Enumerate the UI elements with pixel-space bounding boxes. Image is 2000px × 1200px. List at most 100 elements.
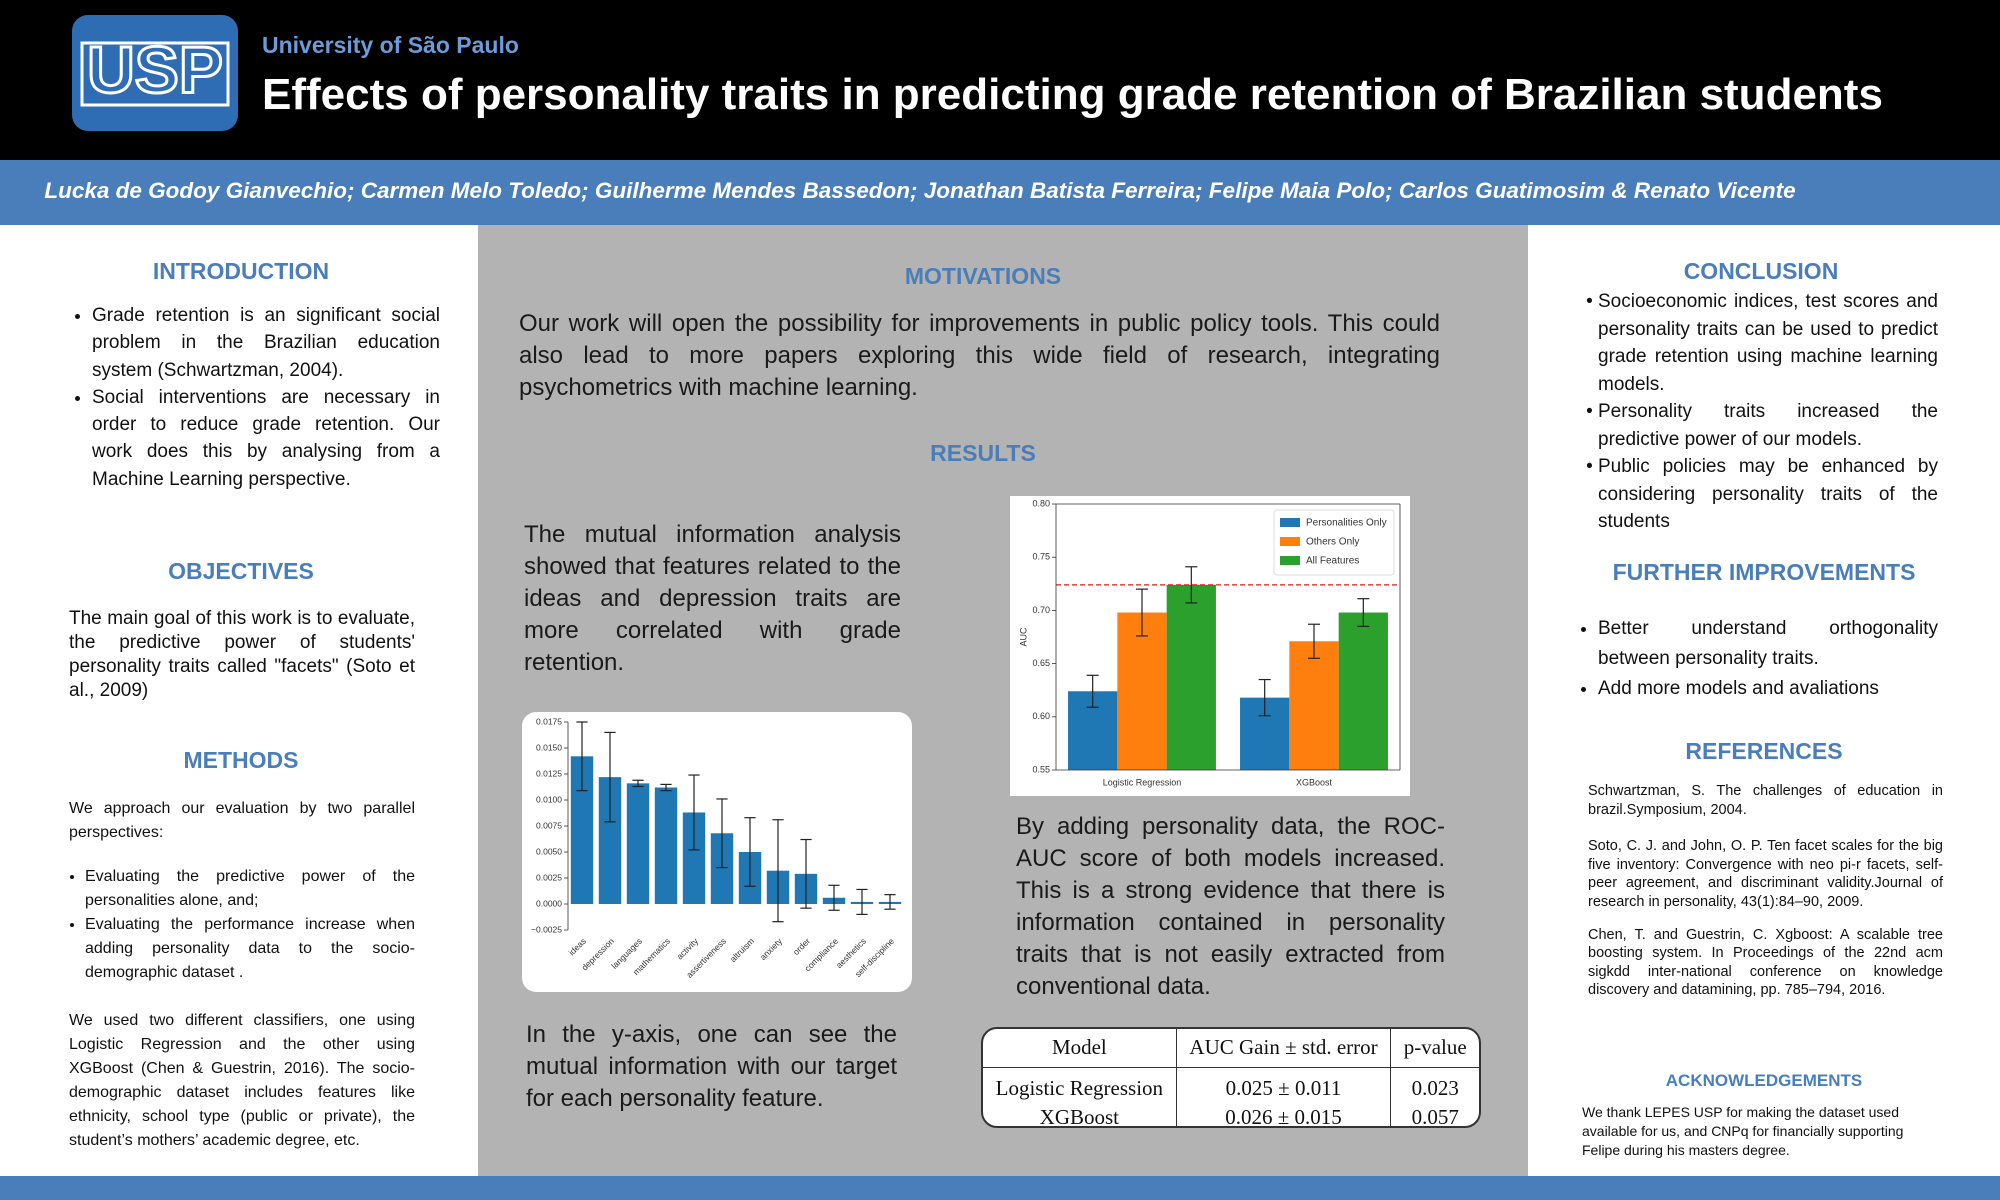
- section-heading: OBJECTIVES: [168, 558, 314, 584]
- y-tick-label: 0.65: [1032, 658, 1050, 668]
- bar: [1289, 641, 1339, 770]
- y-tick-label: 0.0175: [536, 716, 562, 726]
- bar: [654, 787, 678, 904]
- x-tick-label: Logistic Regression: [1103, 777, 1182, 787]
- table-row: XGBoost 0.026 ± 0.015 0.057: [983, 1102, 1479, 1128]
- section-heading: ACKNOWLEDGEMENTS: [1665, 1071, 1863, 1090]
- bar: [598, 777, 622, 904]
- y-tick-label: 0.70: [1032, 605, 1050, 615]
- y-tick-label: −0.0025: [531, 924, 562, 934]
- reference: Chen, T. and Guestrin, C. Xgboost: A sca…: [1588, 926, 1943, 999]
- section-heading: MOTIVATIONS: [904, 263, 1062, 289]
- x-tick-label: ideas: [567, 936, 588, 957]
- table-cell: 0.023: [1411, 1075, 1459, 1100]
- improvements-list: Better understand orthogonality between …: [1580, 614, 1938, 704]
- legend-swatch: [1280, 537, 1300, 546]
- methods-text: We used two different classifiers, one u…: [69, 1012, 415, 1149]
- bar: [1166, 584, 1216, 770]
- y-tick-label: 0.75: [1032, 552, 1050, 562]
- section-heading: CONCLUSION: [1683, 258, 1839, 284]
- bar: [1338, 612, 1388, 770]
- x-tick-label: altruism: [728, 936, 756, 964]
- x-tick-label: XGBoost: [1296, 777, 1333, 787]
- methods-intro: We approach our evaluation by two parall…: [69, 800, 415, 841]
- table-header: Model AUC Gain ± std. error p-value: [983, 1029, 1479, 1067]
- footer-band: [0, 1176, 2000, 1200]
- methods-list: Evaluating the predictive power of the p…: [69, 865, 415, 985]
- y-tick-label: 0.0150: [536, 742, 562, 752]
- legend-swatch: [1280, 518, 1300, 527]
- bar: [626, 783, 650, 904]
- motivations-text: Our work will open the possibility for i…: [519, 310, 1440, 401]
- table-cell: 0.025 ± 0.011: [1176, 1067, 1392, 1103]
- logo-text: USP: [87, 32, 223, 106]
- title: Effects of personality traits in predict…: [262, 70, 1883, 119]
- y-tick-label: 0.80: [1032, 498, 1050, 508]
- intro-list: Grade retention is an significant social…: [72, 302, 440, 493]
- table-cell: 0.026 ± 0.015: [1176, 1102, 1392, 1126]
- bullet: Personality traits increased the predict…: [1598, 398, 1938, 453]
- bar: [710, 833, 734, 904]
- legend-swatch: [1280, 556, 1300, 565]
- y-axis-label: AUC: [1018, 627, 1028, 647]
- section-heading: FURTHER IMPROVEMENTS: [1612, 559, 1916, 585]
- bar: [1117, 612, 1167, 770]
- acknowledgements-text: We thank LEPES USP for making the datase…: [1582, 1104, 1904, 1158]
- objectives-text: The main goal of this work is to evaluat…: [69, 608, 415, 701]
- results-text: By adding personality data, the ROC-AUC …: [1016, 813, 1445, 1000]
- reference: Schwartzman, S. The challenges of educat…: [1588, 783, 1943, 818]
- header-band: [0, 0, 2000, 160]
- logo-frame: [80, 41, 230, 107]
- section-heading: RESULTS: [930, 440, 1036, 466]
- bar: [682, 812, 706, 904]
- table: Model AUC Gain ± std. error p-value Logi…: [983, 1029, 1479, 1128]
- y-tick-label: 0.60: [1032, 711, 1050, 721]
- y-tick-label: 0.0125: [536, 768, 562, 778]
- y-tick-label: 0.0075: [536, 820, 562, 830]
- reference: Soto, C. J. and John, O. P. Ten facet sc…: [1588, 838, 1943, 910]
- bullet: Evaluating the predictive power of the p…: [85, 865, 415, 913]
- author-band: [0, 160, 2000, 225]
- y-tick-label: 0.0000: [536, 898, 562, 908]
- bullet: Better understand orthogonality between …: [1598, 614, 1938, 674]
- legend-label: All Features: [1306, 556, 1359, 567]
- section-heading: INTRODUCTION: [152, 258, 330, 284]
- bullet: Evaluating the performance increase when…: [85, 913, 415, 985]
- table-cell: Model: [983, 1029, 1177, 1067]
- section-heading: REFERENCES: [1685, 738, 1843, 764]
- auc-chart: 0.55 0.60 0.65 0.70 0.75 0.80 Logistic Regress…: [1018, 498, 1401, 787]
- y-tick-label: 0.0100: [536, 794, 562, 804]
- bullet: Public policies may be enhanced by consi…: [1598, 453, 1938, 536]
- y-tick-label: 0.0050: [536, 846, 562, 856]
- table-cell: p-value: [1403, 1035, 1467, 1060]
- section-heading: METHODS: [183, 747, 299, 773]
- results-table: Model AUC Gain ± std. error p-value Logi…: [981, 1027, 1481, 1128]
- conclusion-list: Socioeconomic indices, test scores and p…: [1580, 288, 1938, 536]
- references-list: Schwartzman, S. The challenges of educat…: [1588, 782, 1943, 1000]
- x-tick-label: order: [791, 936, 812, 957]
- x-tick-label: anxiety: [758, 935, 785, 962]
- results-text: The mutual information analysis showed t…: [524, 521, 901, 676]
- table-cell: 0.057: [1411, 1104, 1459, 1128]
- logo: USP: [72, 15, 238, 131]
- y-tick-label: 0.0025: [536, 872, 562, 882]
- bullet: Socioeconomic indices, test scores and p…: [1598, 288, 1938, 398]
- legend-box: [1273, 509, 1395, 576]
- institution: University of São Paulo: [262, 32, 519, 58]
- legend-label: Personalities Only: [1306, 518, 1387, 529]
- bullet: Social interventions are necessary in or…: [92, 384, 440, 493]
- bullet: Add more models and avaliations: [1598, 674, 1938, 704]
- table-cell: XGBoost: [983, 1102, 1177, 1126]
- authors: Lucka de Godoy Gianvechio; Carmen Melo T…: [44, 178, 1796, 203]
- legend-label: Others Only: [1306, 537, 1359, 548]
- table-cell: AUC Gain ± std. error: [1176, 1029, 1392, 1067]
- table-cell: Logistic Regression: [983, 1067, 1177, 1103]
- results-text: In the y-axis, one can see the mutual in…: [526, 1021, 897, 1112]
- bullet: Grade retention is an significant social…: [92, 302, 440, 384]
- x-tick-label: activity: [675, 935, 701, 961]
- bar: [570, 756, 594, 904]
- table-row: Logistic Regression 0.025 ± 0.011 0.023: [983, 1067, 1479, 1103]
- y-tick-label: 0.55: [1032, 764, 1050, 774]
